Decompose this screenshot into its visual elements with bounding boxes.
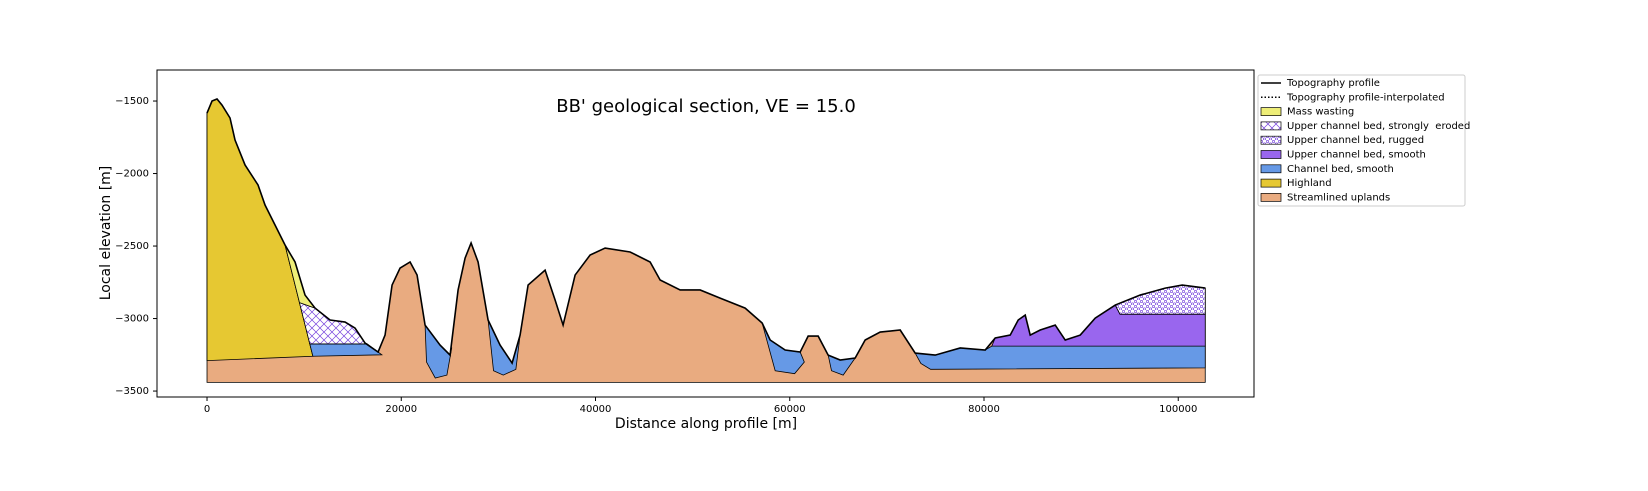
plot-area	[206, 98, 1206, 383]
legend-label: Streamlined uplands	[1287, 192, 1390, 203]
legend-label: Upper channel bed, strongly eroded	[1287, 121, 1470, 132]
x-tick-label: 60000	[774, 404, 806, 415]
x-tick-label: 40000	[580, 404, 612, 415]
unit-area	[206, 98, 314, 362]
legend-label: Highland	[1287, 178, 1332, 189]
y-tick-label: −2000	[115, 169, 149, 180]
x-axis-label: Distance along profile [m]	[615, 416, 797, 432]
legend-swatch	[1260, 150, 1282, 159]
legend-swatch	[1260, 164, 1282, 174]
unit-area	[914, 345, 1206, 370]
x-tick-label: 100000	[1159, 404, 1197, 415]
x-tick-label: 0	[204, 404, 210, 415]
legend-swatch	[1260, 178, 1282, 188]
legend-label: Mass wasting	[1287, 107, 1354, 118]
legend-label: Channel bed, smooth	[1287, 164, 1394, 175]
y-tick-label: −3000	[115, 314, 149, 325]
legend-swatch	[1260, 107, 1282, 116]
legend-box	[1257, 74, 1466, 207]
y-tick-label: −1500	[115, 96, 149, 107]
x-tick-label: 20000	[385, 404, 417, 415]
topography-line	[206, 98, 1206, 365]
legend-label: Topography profile	[1286, 78, 1380, 89]
unit-area	[309, 343, 384, 357]
unit-area	[298, 301, 368, 345]
y-axis-label: Local elevation [m]	[98, 166, 114, 301]
legend-swatch	[1260, 193, 1282, 202]
legend-label: Upper channel bed, rugged	[1287, 135, 1424, 146]
axes-frame	[156, 69, 1255, 398]
x-tick-label: 80000	[968, 404, 1000, 415]
legend-swatch	[1260, 121, 1282, 131]
legend-label: Topography profile-interpolated	[1286, 92, 1445, 103]
chart-title: BB' geological section, VE = 15.0	[556, 96, 856, 117]
y-tick-label: −2500	[115, 241, 149, 252]
y-tick-label: −3500	[115, 386, 149, 397]
legend-label: Upper channel bed, smooth	[1287, 150, 1426, 161]
legend-swatch	[1260, 135, 1282, 145]
